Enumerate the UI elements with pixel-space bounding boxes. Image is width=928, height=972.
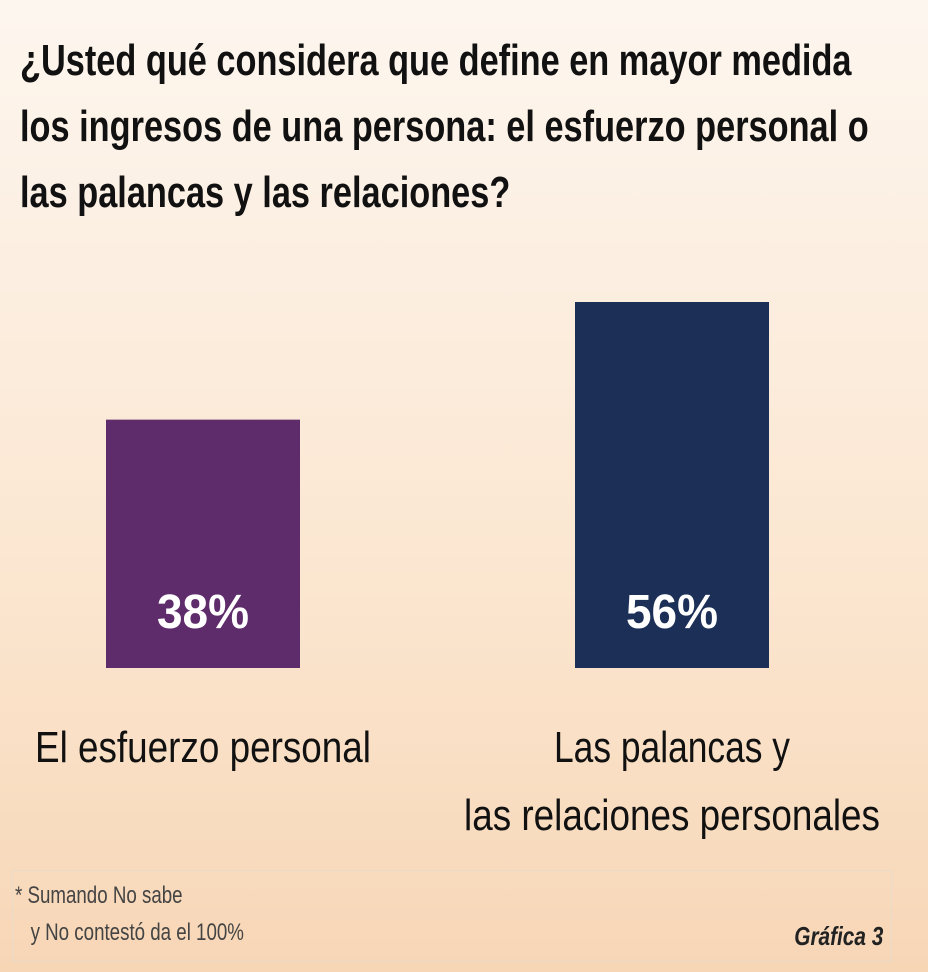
chart-title: ¿Usted qué considera que define en mayor… <box>20 36 869 217</box>
footnote-text: * Sumando No sabe y No contestó da el 10… <box>15 877 244 951</box>
bar-value-label-2: 56% <box>626 586 718 639</box>
category-label-1-line-1: El esfuerzo personal <box>35 723 371 772</box>
figure-label: Gráfica 3 <box>793 921 883 951</box>
footnote-line-1: * Sumando No sabe <box>15 882 183 909</box>
footnote-box: * Sumando No sabe y No contestó da el 10… <box>12 870 892 962</box>
category-label-2-line-2: las relaciones personales <box>464 791 880 840</box>
category-label-2-line-1: Las palancas y <box>554 723 790 772</box>
bar-chart: 38% El esfuerzo personal 56% Las palancas y… <box>35 302 880 840</box>
bar-1 <box>106 419 300 668</box>
bar-2 <box>575 302 769 668</box>
bar-value-label-1: 38% <box>157 586 249 639</box>
footnote-line-2: y No contestó da el 100% <box>30 919 244 947</box>
